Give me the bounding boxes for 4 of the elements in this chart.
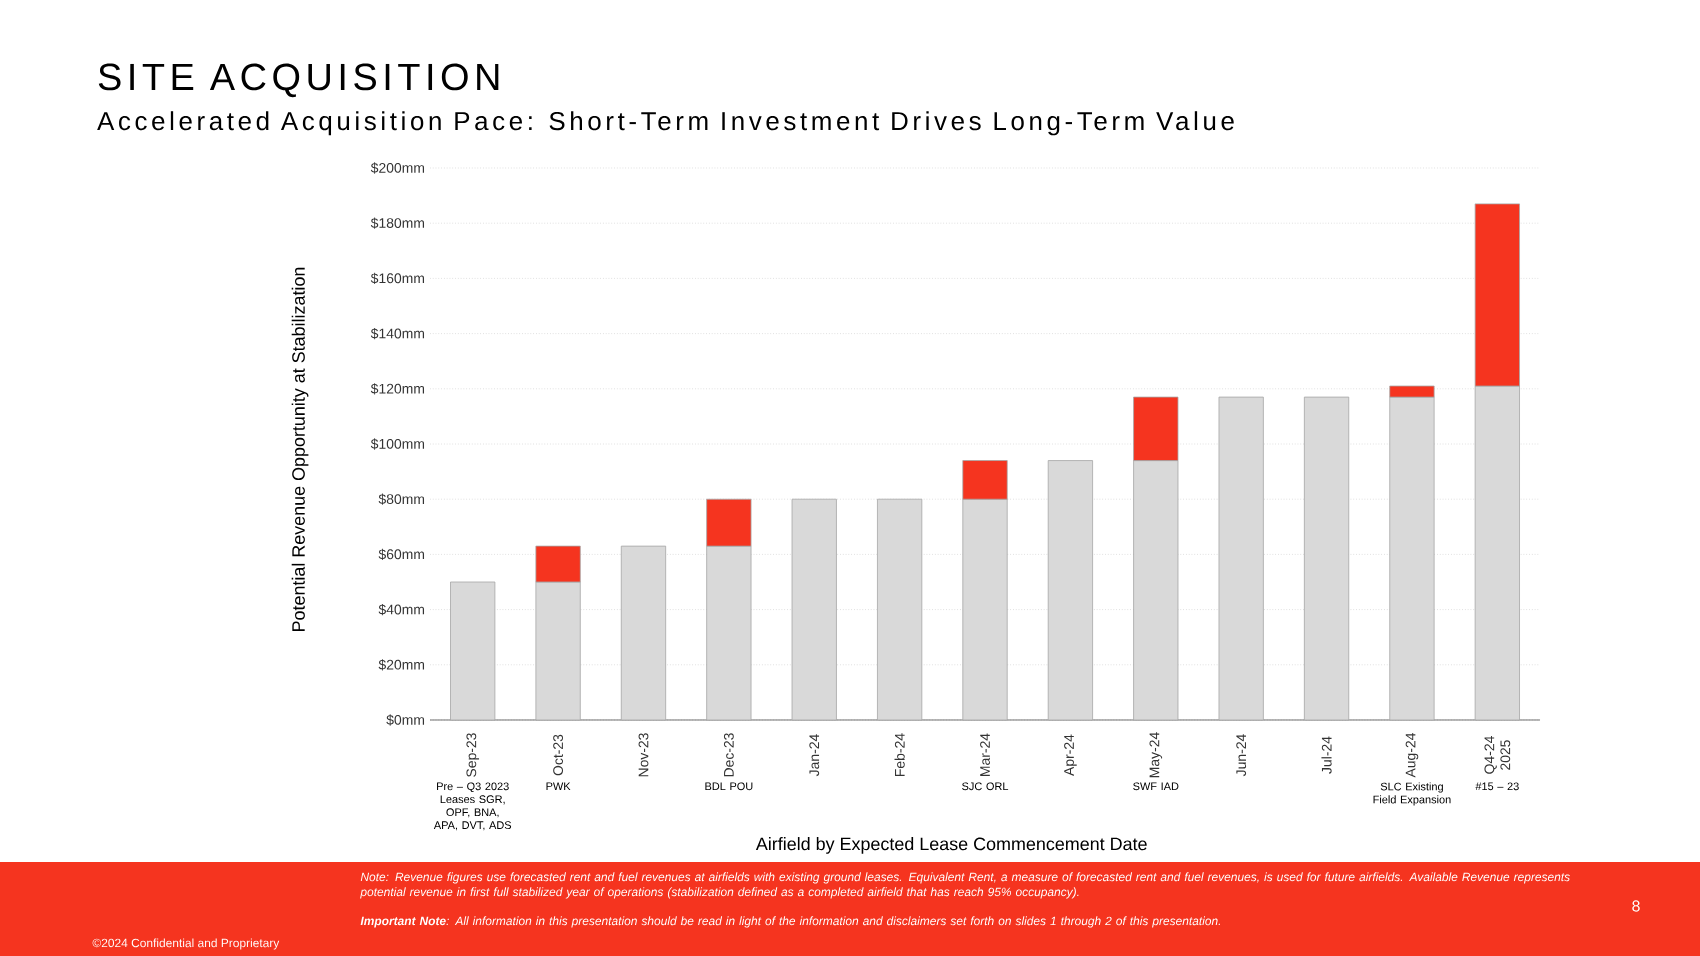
- chart-subtitle: Accelerated Acquisition Pace: Short-Term Investment Drives Long-Term Value: [97, 111, 1234, 136]
- chart-title: SITE ACQUISITION: [98, 63, 499, 98]
- y-axis-title: Potential Revenue Opportunity at Stabilization: [291, 267, 309, 631]
- x-axis-title: Airfield by Expected Lease Commencement Date: [755, 837, 1147, 854]
